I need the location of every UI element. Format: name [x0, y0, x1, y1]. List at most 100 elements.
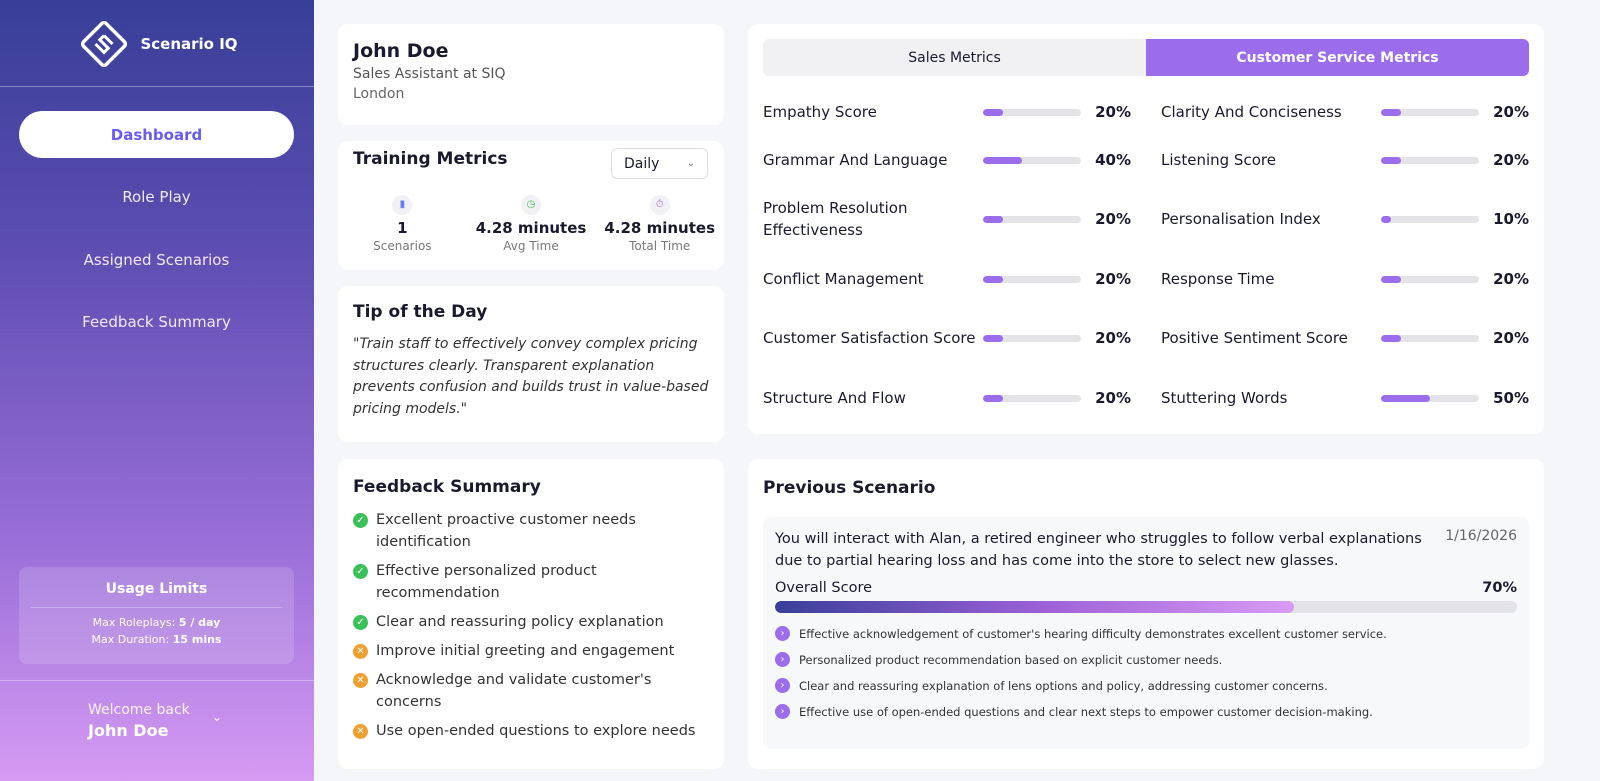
roleplays-value: 5 / day [178, 616, 221, 629]
metric-label: Listening Score [1161, 151, 1276, 169]
metric-bar-fill [1381, 334, 1401, 342]
metric-bar [983, 108, 1081, 116]
period-select[interactable]: Daily ⌄ [611, 148, 708, 179]
metric-bar [1381, 215, 1479, 223]
metric-label: Grammar And Language [763, 151, 948, 169]
logo[interactable]: Scenario IQ [0, 16, 314, 72]
metric-percent: 40% [1095, 151, 1131, 169]
metric-bar [983, 334, 1081, 342]
stopwatch-icon: ⏱ [649, 195, 670, 215]
metric-bar-fill [983, 215, 1003, 223]
metric-percent: 20% [1493, 270, 1529, 288]
feedback-item: ✕ Improve initial greeting and engagement [353, 640, 709, 662]
metric-bar-fill [983, 156, 1023, 164]
point-text: Effective use of open-ended questions an… [799, 704, 1373, 719]
chevron-right-icon: › [775, 652, 790, 667]
tip-text: "Train staff to effectively convey compl… [353, 336, 709, 417]
welcome-text: Welcome back [88, 702, 190, 718]
scenario-point: › Effective use of open-ended questions a… [775, 704, 1517, 719]
tip-card: Tip of the Day "Train staff to effective… [338, 286, 724, 442]
usage-title: Usage Limits [31, 581, 282, 608]
metric-bar [983, 156, 1081, 164]
metric-bar [1381, 156, 1479, 164]
profile-card: John Doe Sales Assistant at SIQ London [338, 24, 724, 125]
sidebar: Scenario IQ Dashboard Role Play Assigned… [0, 0, 314, 781]
user-menu[interactable]: Welcome back John Doe ⌄ [88, 702, 222, 740]
metric-row: Grammar And Language 40% [763, 136, 1153, 184]
feedback-text: Acknowledge and validate customer's conc… [376, 672, 652, 710]
metric-row: Response Time 20% [1161, 255, 1551, 303]
chevron-down-icon: ⌄ [686, 158, 695, 169]
feedback-text: Improve initial greeting and engagement [376, 643, 675, 659]
profile-location: London [353, 86, 405, 102]
logo-icon [81, 20, 128, 68]
nav-feedback-summary[interactable]: Feedback Summary [82, 312, 231, 331]
stat-value: 4.28 minutes [475, 219, 587, 237]
nav-role-play[interactable]: Role Play [122, 187, 191, 206]
feedback-text: Effective personalized product recommend… [376, 563, 597, 601]
stat: ▮ 1 Scenarios [338, 195, 467, 253]
feedback-text: Clear and reassuring policy explanation [376, 614, 664, 630]
tab-customer-service-metrics[interactable]: Customer Service Metrics [1146, 39, 1529, 76]
metric-bar-fill [1381, 275, 1401, 283]
feedback-item: ✓ Clear and reassuring policy explanation [353, 611, 709, 633]
scenario-date: 1/16/2026 [1445, 528, 1517, 544]
feedback-item: ✕ Acknowledge and validate customer's con… [353, 669, 709, 713]
stat: ⏱ 4.28 minutes Total Time [595, 195, 724, 253]
metric-bar-fill [1381, 108, 1401, 116]
user-name: John Doe [88, 721, 169, 740]
stat-label: Avg Time [503, 239, 559, 253]
chevron-right-icon: › [775, 704, 790, 719]
metric-label: Empathy Score [763, 103, 877, 121]
metric-percent: 20% [1493, 151, 1529, 169]
feedback-text: Use open-ended questions to explore need… [376, 723, 696, 739]
previous-title: Previous Scenario [763, 478, 936, 498]
tab-sales-metrics[interactable]: Sales Metrics [908, 49, 1001, 66]
metric-bar-fill [983, 108, 1003, 116]
bar-chart-icon: ▮ [392, 195, 413, 215]
metric-label: Personalisation Index [1161, 210, 1321, 228]
stat: ◷ 4.28 minutes Avg Time [467, 195, 596, 253]
clock-icon: ◷ [521, 195, 541, 215]
metric-label: Positive Sentiment Score [1161, 329, 1348, 347]
metric-percent: 20% [1095, 389, 1131, 407]
check-circle-icon: ✓ [353, 615, 368, 630]
score-bar-fill [775, 601, 1295, 613]
scenario-point: › Clear and reassuring explanation of len… [775, 678, 1517, 693]
metric-row: Positive Sentiment Score 20% [1161, 314, 1551, 362]
nav-dashboard[interactable]: Dashboard [19, 111, 294, 158]
check-circle-icon: ✓ [353, 513, 368, 528]
profile-name: John Doe [353, 40, 449, 62]
metric-bar-fill [983, 394, 1003, 402]
previous-scenario-card: Previous Scenario You will interact with… [748, 459, 1544, 769]
training-metrics-card: Training Metrics Daily ⌄ ▮ 1 Scenarios ◷ 4.28… [338, 141, 724, 270]
metric-label: Stuttering Words [1161, 389, 1288, 407]
feedback-text: Excellent proactive customer needs ident… [376, 512, 636, 550]
metric-percent: 20% [1493, 103, 1529, 121]
stat-label: Scenarios [373, 239, 432, 253]
metric-percent: 10% [1493, 210, 1529, 228]
metric-bar-fill [983, 334, 1003, 342]
score-value: 70% [1482, 580, 1517, 596]
score-label: Overall Score [775, 580, 873, 596]
nav-assigned-scenarios[interactable]: Assigned Scenarios [83, 250, 230, 269]
metric-row: Conflict Management 20% [763, 255, 1153, 303]
metric-bar [983, 275, 1081, 283]
scenario-summary[interactable]: You will interact with Alan, a retired e… [763, 517, 1529, 749]
metric-row: Customer Satisfaction Score 20% [763, 314, 1153, 362]
score-bar [775, 601, 1517, 613]
x-circle-icon: ✕ [353, 673, 368, 688]
feedback-item: ✓ Effective personalized product recommen… [353, 560, 709, 604]
metric-label: Problem Resolution Effectiveness [763, 199, 908, 239]
app-name: Scenario IQ [140, 35, 238, 53]
metric-row: Empathy Score 20% [763, 88, 1153, 136]
training-title: Training Metrics [353, 149, 508, 169]
feedback-card: Feedback Summary ✓ Excellent proactive cu… [338, 459, 724, 769]
feedback-item: ✕ Use open-ended questions to explore nee… [353, 720, 709, 742]
point-text: Personalized product recommendation base… [799, 652, 1223, 667]
roleplays-label: Max Roleplays: [92, 616, 176, 629]
stat-value: 4.28 minutes [604, 219, 715, 237]
metric-row: Problem Resolution Effectiveness 20% [763, 195, 1153, 243]
x-circle-icon: ✕ [353, 644, 368, 659]
chevron-down-icon[interactable]: ⌄ [212, 710, 223, 724]
